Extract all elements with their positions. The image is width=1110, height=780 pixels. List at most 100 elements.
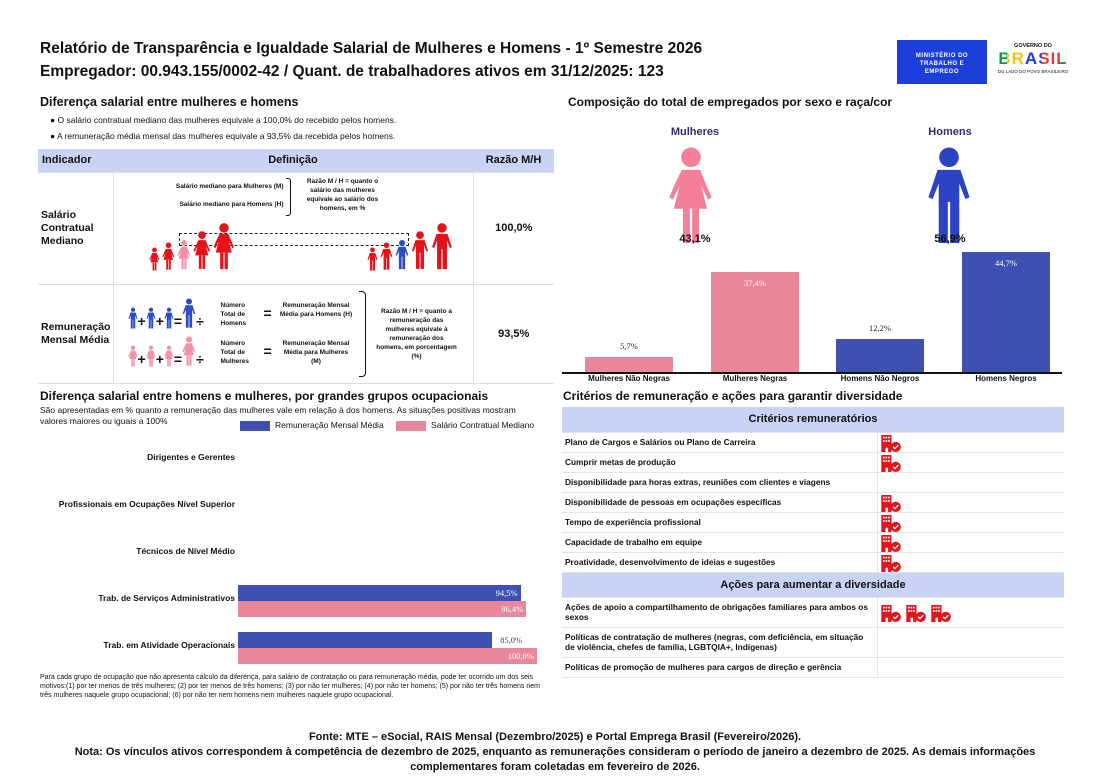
composition-bar: [836, 339, 924, 372]
criteria-check-cell: [876, 627, 1064, 658]
man-icon: [128, 307, 138, 329]
woman-icon: [149, 247, 160, 271]
legend-swatch-pink: [396, 420, 427, 431]
men-count-label: Número Total de Homens: [220, 301, 247, 327]
criteria-table: Critérios remuneratórios Plano de Cargos…: [562, 407, 1064, 678]
building-check-icon: [881, 455, 902, 472]
criteria-label: Políticas de contratação de mulheres (ne…: [562, 627, 877, 658]
man-icon: [367, 247, 378, 271]
man-icon: [380, 241, 393, 271]
men-percent: 56,9%: [934, 233, 966, 245]
col-header: Definição: [113, 149, 473, 173]
actions-section-header: Ações para aumentar a diversidade: [562, 572, 1064, 598]
criteria-label: Políticas de promoção de mulheres para c…: [562, 657, 877, 678]
chart-baseline: [562, 372, 1062, 374]
col-header: Razão M/H: [473, 149, 554, 173]
criteria-check-cell: [876, 432, 1064, 453]
women-median-label: Salário mediano para Mulheres (M): [175, 182, 284, 190]
gov-logo-top: GOVERNO DO: [1014, 43, 1052, 49]
building-check-icon: [881, 495, 902, 512]
gov-logo-bottom: DO LADO DO POVO BRASILEIRO: [997, 69, 1069, 74]
bar-data-label: 12,2%: [869, 323, 891, 334]
criteria-row: Proatividade, desenvolvimento de ideias …: [562, 552, 1064, 573]
criteria-check-cell: [876, 452, 1064, 473]
criteria-row: Cumprir metas de produção: [562, 452, 1064, 473]
occupation-bar: [238, 648, 537, 664]
woman-icon: [146, 345, 156, 367]
brace: [285, 177, 291, 216]
bar-data-label: 37,4%: [744, 277, 766, 288]
definition-cell: Salário mediano para Mulheres (M) Salári…: [112, 172, 473, 285]
men-sum-figures: + + = ÷: [128, 297, 204, 329]
brace: [358, 290, 366, 377]
women-figures: [149, 221, 235, 271]
occupation-category-label: Técnicos de Nível Médio: [136, 546, 235, 556]
building-check-icon: [881, 555, 902, 572]
man-icon: [431, 221, 453, 271]
employer-subtitle: Empregador: 00.943.155/0002-42 / Quant. …: [40, 63, 664, 80]
woman-icon: [193, 229, 211, 271]
note-text: Nota: Os vínculos ativos correspondem à …: [74, 746, 1036, 773]
criteria-label: Ações de apoio a compartilhamento de obr…: [562, 597, 877, 628]
composition-bar: [711, 271, 799, 372]
building-check-icon: [881, 605, 902, 622]
equals-sign: =: [263, 304, 272, 321]
women-count-label: Número Total de Mulheres: [220, 339, 250, 365]
man-icon: [395, 238, 409, 271]
woman-icon: [177, 238, 191, 271]
criteria-row: Políticas de promoção de mulheres para c…: [562, 657, 1064, 678]
men-average-label: Remuneração Mensal Média para Homens (H): [279, 301, 353, 318]
man-icon: [146, 307, 156, 329]
building-check-icon: [881, 435, 902, 452]
criteria-row: Políticas de contratação de mulheres (ne…: [562, 627, 1064, 658]
criteria-label: Plano de Cargos e Salários ou Plano de C…: [562, 432, 877, 453]
composition-bar: [962, 252, 1050, 372]
bar-data-label: 5,7%: [620, 340, 638, 351]
criteria-row: Disponibilidade para horas extras, reuni…: [562, 472, 1064, 493]
criteria-label: Tempo de experiência profissional: [562, 512, 877, 533]
woman-icon: [182, 335, 196, 367]
occupation-category-label: Trab. de Serviços Administrativos: [98, 593, 235, 603]
legend-label: Salário Contratual Mediano: [431, 420, 535, 430]
criteria-check-cell: [876, 472, 1064, 493]
gov-brasil-logo: GOVERNO DO BRASIL DO LADO DO POVO BRASIL…: [990, 40, 1076, 84]
ratio-definition: Razão M / H = quanto a remuneração das m…: [376, 307, 457, 360]
bar-data-label: 96,4%: [501, 604, 524, 614]
bar-data-label: 100,0%: [507, 651, 534, 661]
category-label: Homens Negros: [975, 374, 1037, 383]
legend-label: Remuneração Mensal Média: [275, 420, 384, 430]
building-check-icon: [906, 605, 927, 622]
criteria-section-header: Critérios remuneratórios: [562, 407, 1064, 433]
woman-icon: [213, 221, 235, 271]
occupation-description: São apresentadas em % quanto a remuneraç…: [40, 405, 516, 426]
bullet-text: A remuneração média mensal das mulheres …: [57, 131, 396, 141]
occupation-bar: [238, 585, 521, 601]
occupation-title: Diferença salarial entre homens e mulher…: [40, 389, 489, 403]
women-average-label: Remuneração Mensal Média para Mulheres (…: [282, 339, 350, 365]
man-icon: [164, 307, 174, 329]
men-median-label: Salário mediano para Homens (H): [179, 200, 284, 208]
woman-icon: [164, 345, 174, 367]
chart-legend: Remuneração Mensal Média Salário Contrat…: [240, 420, 534, 431]
dashed-comparison-box: [178, 232, 409, 246]
indicator-name: Remuneração Mensal Média: [38, 284, 113, 384]
criteria-label: Proatividade, desenvolvimento de ideias …: [562, 552, 877, 573]
occupation-category-label: Profissionais em Ocupações Nível Superio…: [58, 499, 235, 509]
col-header: Indicador: [38, 149, 113, 173]
bar-data-label: 85,0%: [500, 635, 523, 645]
composition-bar: [585, 356, 673, 372]
criteria-check-cell: [876, 552, 1064, 573]
building-check-icon: [881, 515, 902, 532]
criteria-row: Plano de Cargos e Salários ou Plano de C…: [562, 432, 1064, 453]
criteria-check-cell: [876, 657, 1064, 678]
building-check-icon: [881, 535, 902, 552]
criteria-row: Tempo de experiência profissional: [562, 512, 1064, 533]
criteria-label: Disponibilidade de pessoas em ocupações …: [562, 492, 877, 513]
criteria-check-cell: [876, 597, 1064, 628]
salary-gap-bullet: ● O salário contratual mediano das mulhe…: [50, 115, 397, 125]
criteria-label: Disponibilidade para horas extras, reuni…: [562, 472, 877, 493]
report-title: Relatório de Transparência e Igualdade S…: [40, 40, 703, 57]
criteria-row: Capacidade de trabalho em equipe: [562, 532, 1064, 553]
category-label: Mulheres Negras: [722, 374, 788, 383]
bar-data-label: 44,7%: [995, 258, 1017, 269]
